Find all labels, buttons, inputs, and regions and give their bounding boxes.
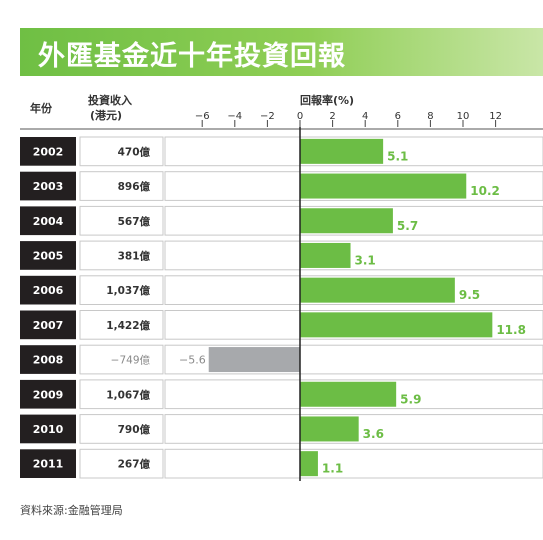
income-value: 1,422億 [106, 319, 150, 332]
year-label: 2004 [33, 215, 64, 228]
data-label: 10.2 [470, 184, 500, 198]
plot-row [164, 448, 543, 479]
header-income-unit: (港元) [90, 109, 123, 122]
bar [300, 208, 393, 234]
year-label: 2011 [33, 458, 64, 471]
data-label: 5.1 [387, 149, 408, 163]
bar [300, 312, 493, 338]
income-cell [79, 205, 164, 236]
income-value: 896億 [118, 180, 151, 193]
income-value: 470億 [118, 145, 151, 158]
x-tick-label: 12 [489, 111, 502, 122]
year-label: 2010 [33, 423, 64, 436]
x-tick-label: −6 [195, 111, 210, 122]
bar [300, 277, 455, 303]
income-value: 267億 [118, 458, 151, 471]
data-label: 11.8 [496, 323, 526, 337]
x-tick-label: 2 [329, 111, 335, 122]
bar [208, 347, 300, 373]
year-label: 2006 [33, 284, 64, 297]
year-cell [20, 275, 76, 305]
year-cell [20, 310, 76, 340]
year-cell [20, 206, 76, 236]
data-label: 5.9 [400, 392, 421, 406]
data-label: 1.1 [322, 462, 343, 476]
x-tick-label: −4 [227, 111, 242, 122]
data-label: 3.1 [355, 253, 376, 267]
income-cell [79, 448, 164, 479]
bar [300, 381, 397, 407]
year-cell [20, 449, 76, 478]
x-tick-label: −2 [260, 111, 275, 122]
data-label: 9.5 [459, 288, 480, 302]
plot-row [164, 240, 543, 271]
bar [300, 138, 384, 164]
income-value: −749億 [111, 354, 151, 367]
income-cell [79, 240, 164, 271]
year-label: 2002 [33, 145, 64, 158]
income-cell [79, 275, 164, 305]
year-cell [20, 414, 76, 444]
income-cell [79, 344, 164, 375]
year-cell [20, 379, 76, 409]
year-label: 2005 [33, 249, 64, 262]
header-return-rate: 回報率(%) [300, 94, 355, 107]
title-bar: 外匯基金近十年投資回報 [20, 28, 543, 76]
header-income: 投資收入 [88, 94, 132, 107]
year-cell [20, 241, 76, 270]
data-label: 5.7 [397, 219, 418, 233]
year-label: 2008 [33, 354, 64, 367]
bar [300, 173, 467, 199]
income-value: 790億 [118, 423, 151, 436]
year-cell [20, 171, 76, 201]
income-cell [79, 414, 164, 444]
year-label: 2003 [33, 180, 64, 193]
income-value: 567億 [118, 215, 151, 228]
x-tick-label: 4 [362, 111, 368, 122]
x-tick-label: 6 [395, 111, 401, 122]
income-value: 381億 [118, 249, 151, 262]
income-cell [79, 171, 164, 201]
x-tick-label: 10 [457, 111, 470, 122]
bar [300, 451, 318, 477]
year-cell [20, 137, 76, 166]
income-cell [79, 379, 164, 410]
bar [300, 242, 351, 268]
income-cell [79, 310, 164, 340]
source-note: 資料來源:金融管理局 [20, 504, 123, 517]
year-label: 2007 [33, 319, 64, 332]
chart-title: 外匯基金近十年投資回報 [38, 41, 346, 72]
data-label: 3.6 [363, 427, 384, 441]
x-tick-label: 0 [297, 111, 303, 122]
chart-frame [8, 10, 543, 532]
data-label: −5.6 [179, 354, 206, 367]
income-value: 1,037億 [106, 284, 150, 297]
year-cell [20, 345, 76, 374]
income-cell [79, 136, 164, 167]
year-label: 2009 [33, 388, 64, 401]
bar [300, 416, 359, 442]
x-tick-label: 8 [427, 111, 433, 122]
header-year: 年份 [30, 102, 52, 115]
income-value: 1,067億 [106, 388, 150, 401]
